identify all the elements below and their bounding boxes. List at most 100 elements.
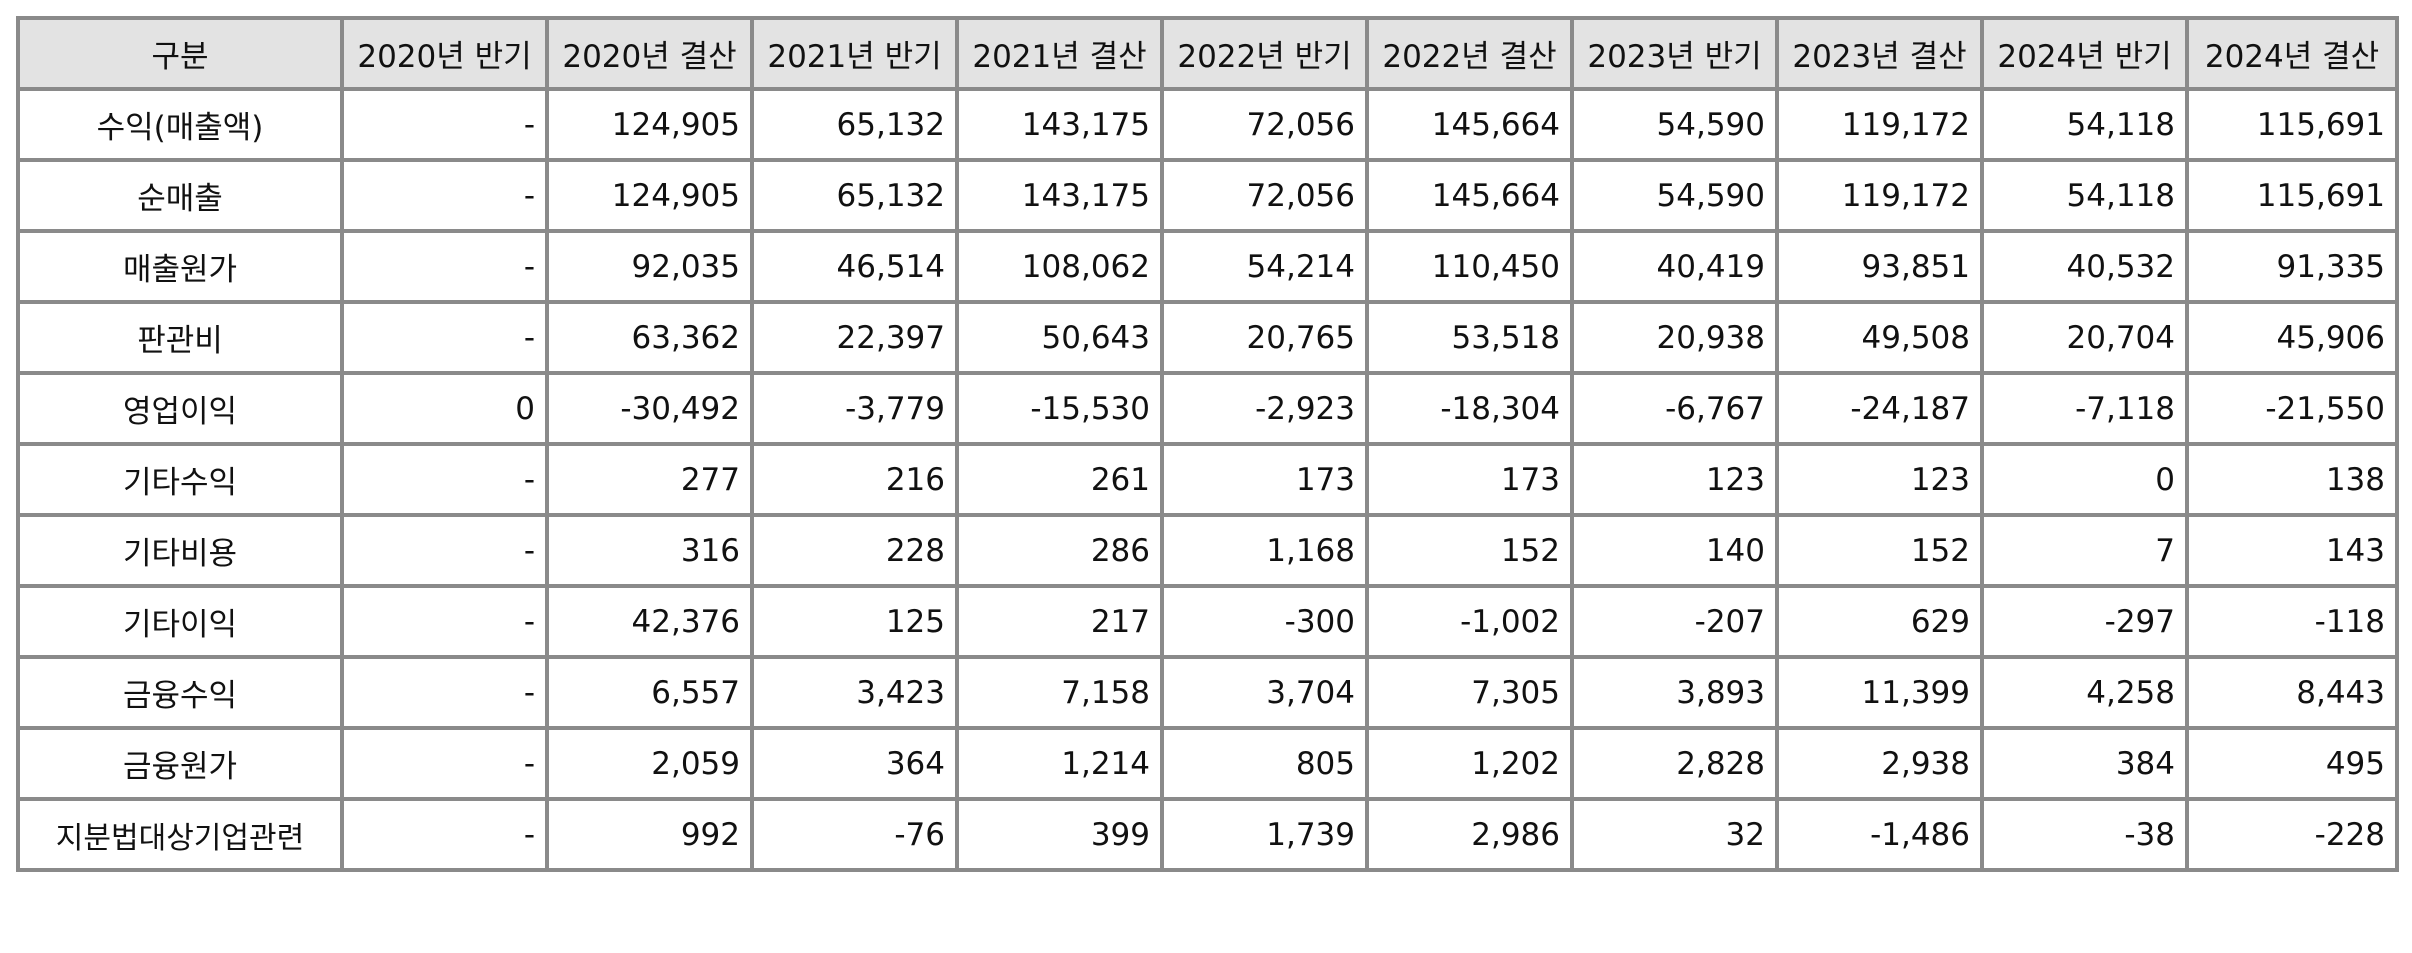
table-cell: 32 — [1570, 797, 1779, 872]
table-cell: 2,986 — [1365, 797, 1574, 872]
table-cell: 123 — [1775, 442, 1984, 517]
table-cell: -3,779 — [750, 371, 959, 446]
table-row: 금융수익 -6,557 3,423 7,158 3,704 7,305 3,893 11,39… — [16, 655, 2399, 730]
table-cell: 143,175 — [955, 87, 1164, 162]
header-cell-2023-annual: 2023년 결산 — [1775, 16, 1984, 91]
header-cell-2021-half: 2021년 반기 — [750, 16, 959, 91]
table-row: 기타이익 -42,376 125 217 -300 -1,002 -207 629 -297 -1… — [16, 584, 2399, 659]
table-cell: -207 — [1570, 584, 1779, 659]
table-cell: 20,765 — [1160, 300, 1369, 375]
table-cell: 4,258 — [1980, 655, 2189, 730]
table-cell: 115,691 — [2185, 87, 2399, 162]
table-cell: 110,450 — [1365, 229, 1574, 304]
table-cell: 65,132 — [750, 87, 959, 162]
table-cell: 119,172 — [1775, 87, 1984, 162]
table-cell: 42,376 — [545, 584, 754, 659]
table-cell: 72,056 — [1160, 158, 1369, 233]
table-cell: 46,514 — [750, 229, 959, 304]
table-cell: 399 — [955, 797, 1164, 872]
table-cell: 1,202 — [1365, 726, 1574, 801]
row-label: 판관비 — [16, 300, 344, 375]
table-body: 수익(매출액) -124,905 65,132 143,175 72,056 145,66… — [16, 87, 2399, 872]
table-cell: 2,938 — [1775, 726, 1984, 801]
table-cell: -7,118 — [1980, 371, 2189, 446]
table-cell: 384 — [1980, 726, 2189, 801]
table-cell: 54,590 — [1570, 158, 1779, 233]
table-cell: -1,486 — [1775, 797, 1984, 872]
table-cell: -297 — [1980, 584, 2189, 659]
table-cell: 124,905 — [545, 87, 754, 162]
table-cell: - — [340, 87, 549, 162]
table-cell: 40,532 — [1980, 229, 2189, 304]
table-cell: - — [340, 442, 549, 517]
table-cell: -76 — [750, 797, 959, 872]
table-cell: 277 — [545, 442, 754, 517]
table-cell: 45,906 — [2185, 300, 2399, 375]
row-label: 기타비용 — [16, 513, 344, 588]
table-cell: 20,704 — [1980, 300, 2189, 375]
table-cell: - — [340, 158, 549, 233]
table-cell: 50,643 — [955, 300, 1164, 375]
table-cell: 54,118 — [1980, 158, 2189, 233]
table-cell: 115,691 — [2185, 158, 2399, 233]
table-cell: 2,828 — [1570, 726, 1779, 801]
table-cell: 143 — [2185, 513, 2399, 588]
row-label: 매출원가 — [16, 229, 344, 304]
table-cell: 2,059 — [545, 726, 754, 801]
table-cell: 3,893 — [1570, 655, 1779, 730]
table-cell: -18,304 — [1365, 371, 1574, 446]
table-row: 판관비 -63,362 22,397 50,643 20,765 53,518 20,938… — [16, 300, 2399, 375]
table-header: 구분 2020년 반기 2020년 결산 2021년 반기 2021년 결산 2… — [16, 16, 2399, 91]
table-cell: 1,214 — [955, 726, 1164, 801]
table-cell: -15,530 — [955, 371, 1164, 446]
table-cell: 152 — [1775, 513, 1984, 588]
header-cell-2020-half: 2020년 반기 — [340, 16, 549, 91]
table-cell: 145,664 — [1365, 87, 1574, 162]
table-cell: 119,172 — [1775, 158, 1984, 233]
table-cell: - — [340, 726, 549, 801]
table-cell: 216 — [750, 442, 959, 517]
table-cell: 217 — [955, 584, 1164, 659]
row-label: 영업이익 — [16, 371, 344, 446]
table-cell: 6,557 — [545, 655, 754, 730]
table-cell: -30,492 — [545, 371, 754, 446]
table-row: 매출원가 -92,035 46,514 108,062 54,214 110,450 40,… — [16, 229, 2399, 304]
table-cell: 123 — [1570, 442, 1779, 517]
table-cell: 54,118 — [1980, 87, 2189, 162]
table-cell: 7,158 — [955, 655, 1164, 730]
row-label: 지분법대상기업관련 — [16, 797, 344, 872]
table-cell: -6,767 — [1570, 371, 1779, 446]
table-cell: 364 — [750, 726, 959, 801]
table-cell: 7 — [1980, 513, 2189, 588]
table-cell: 125 — [750, 584, 959, 659]
financial-table: 구분 2020년 반기 2020년 결산 2021년 반기 2021년 결산 2… — [16, 16, 2399, 872]
header-cell-2021-annual: 2021년 결산 — [955, 16, 1164, 91]
table-cell: 63,362 — [545, 300, 754, 375]
table-cell: -1,002 — [1365, 584, 1574, 659]
table-cell: 49,508 — [1775, 300, 1984, 375]
table-cell: 173 — [1160, 442, 1369, 517]
table-cell: 143,175 — [955, 158, 1164, 233]
row-label: 수익(매출액) — [16, 87, 344, 162]
table-cell: 0 — [1980, 442, 2189, 517]
header-cell-category: 구분 — [16, 16, 344, 91]
table-cell: 92,035 — [545, 229, 754, 304]
table-row: 기타비용 -316 228 286 1,168 152 140 152 7 143 — [16, 513, 2399, 588]
table-cell: - — [340, 655, 549, 730]
table-cell: 992 — [545, 797, 754, 872]
table-cell: 0 — [340, 371, 549, 446]
table-cell: 108,062 — [955, 229, 1164, 304]
table-cell: 3,423 — [750, 655, 959, 730]
table-cell: 286 — [955, 513, 1164, 588]
table-cell: 91,335 — [2185, 229, 2399, 304]
table-cell: -2,923 — [1160, 371, 1369, 446]
table-cell: - — [340, 300, 549, 375]
row-label: 금융원가 — [16, 726, 344, 801]
row-label: 기타이익 — [16, 584, 344, 659]
header-cell-2023-half: 2023년 반기 — [1570, 16, 1779, 91]
table-cell: 138 — [2185, 442, 2399, 517]
table-cell: - — [340, 229, 549, 304]
table-cell: 629 — [1775, 584, 1984, 659]
table-cell: -300 — [1160, 584, 1369, 659]
table-cell: 22,397 — [750, 300, 959, 375]
